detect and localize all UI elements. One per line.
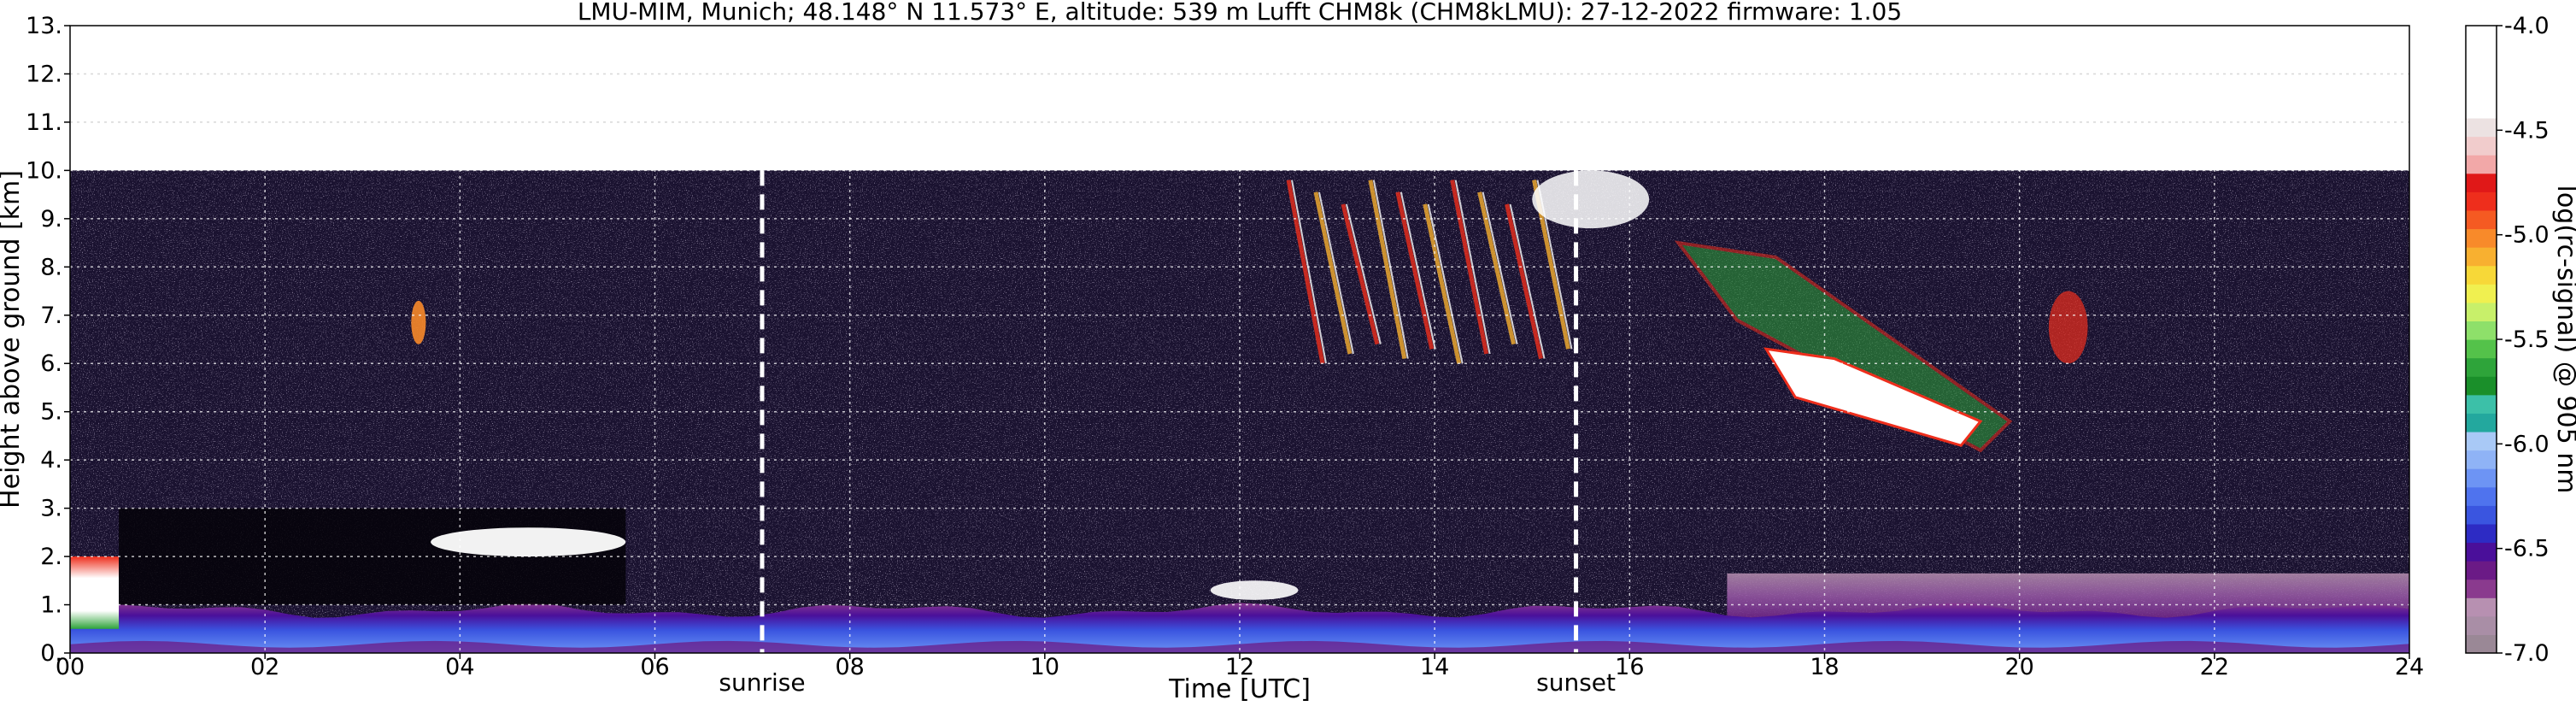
colorbar-segment: [2466, 561, 2497, 580]
y-tick-label: 10.: [26, 157, 62, 184]
early-low-cloud: [70, 556, 120, 629]
midday-cloud-layer: [1210, 580, 1299, 600]
colorbar-segment: [2466, 450, 2497, 469]
y-tick-label: 8.: [40, 254, 62, 280]
colorbar-tick-label: -6.0: [2504, 431, 2550, 457]
dense-cloud-core: [1763, 347, 1983, 447]
y-tick-label: 1.: [40, 592, 62, 619]
colorbar-segment: [2466, 302, 2497, 322]
x-axis: sunrise sunset 00 02 04 06 08 10 12 14 16 18 20 22 24: [56, 653, 2424, 697]
colorbar-segment: [2466, 523, 2497, 544]
y-tick-label: 11.: [26, 109, 62, 136]
colorbar-tick-label: -5.5: [2504, 327, 2550, 353]
y-tick-label: 7.: [40, 303, 62, 329]
colorbar-tick-label: -4.0: [2504, 13, 2550, 39]
colorbar-segment: [2466, 155, 2497, 174]
colorbar-segment: [2466, 486, 2497, 506]
small-cloud: [411, 300, 426, 344]
colorbar-segment: [2466, 634, 2497, 654]
colorbar-segment: [2466, 339, 2497, 359]
colorbar-segment: [2466, 394, 2497, 414]
colorbar-segment: [2466, 265, 2497, 285]
x-tick-label: 00: [56, 654, 85, 680]
sun-event-markers: [760, 170, 1579, 653]
colorbar-segment: [2466, 468, 2497, 488]
x-tick-label: 08: [835, 654, 864, 680]
colorbar-segment: [2466, 413, 2497, 432]
colorbar-segment: [2466, 99, 2497, 119]
x-tick-label: 04: [445, 654, 474, 680]
colorbar-tick-label: -5.0: [2504, 222, 2550, 249]
y-tick-label: 2.: [40, 544, 62, 570]
x-tick-label: 18: [1810, 654, 1839, 680]
colorbar-segment: [2466, 228, 2497, 248]
colorbar-segment: [2466, 542, 2497, 562]
colorbar-segment: [2466, 247, 2497, 267]
colorbar-segment: [2466, 357, 2497, 377]
colorbar-segment: [2466, 80, 2497, 100]
x-tick-label: 02: [250, 654, 279, 680]
x-tick-label: 14: [1420, 654, 1449, 680]
x-tick-label: 12: [1225, 654, 1254, 680]
colorbar-tick-label: -6.5: [2504, 536, 2550, 562]
colorbar-segment: [2466, 44, 2497, 63]
colorbar-segment: [2466, 191, 2497, 211]
y-tick-label: 9.: [40, 206, 62, 232]
x-tick-label: 16: [1615, 654, 1644, 680]
colorbar-segment: [2466, 597, 2497, 617]
colorbar-segment: [2466, 209, 2497, 230]
y-axis: 0. 1. 2. 3. 4. 5. 6. 7. 8. 9. 10. 11. 12. 13.: [26, 13, 70, 667]
colorbar-segment: [2466, 173, 2497, 192]
x-tick-label: 06: [640, 654, 669, 680]
chart-title-text: LMU-MIM, Munich; 48.148° N 11.573° E, al…: [578, 0, 1902, 26]
y-tick-label: 13.: [26, 13, 62, 39]
grid-lines: [70, 26, 2409, 653]
colorbar-segment: [2466, 284, 2497, 303]
plot-area: [69, 25, 2410, 654]
sunrise-label: sunrise: [719, 668, 805, 697]
y-tick-label: 5.: [40, 399, 62, 426]
y-tick-label: 6.: [40, 350, 62, 377]
colorbar-segment: [2466, 431, 2497, 451]
morning-cloud-layer: [431, 527, 626, 557]
colorbar-segment: [2466, 117, 2497, 138]
chart-title: LMU-MIM, Munich; 48.148° N 11.573° E, al…: [578, 0, 1902, 26]
colorbar-segment: [2466, 376, 2497, 396]
sunset-label: sunset: [1536, 668, 1616, 697]
y-axis-title: Height above ground [km]: [0, 170, 26, 509]
colorbar-segment: [2466, 615, 2497, 636]
colorbar-tick-label: -4.5: [2504, 117, 2550, 144]
colorbar-tick-label: -7.0: [2504, 640, 2550, 667]
y-tick-label: 12.: [26, 61, 62, 87]
colorbar-segment: [2466, 136, 2497, 156]
y-tick-label: 4.: [40, 447, 62, 474]
x-tick-label: 22: [2200, 654, 2229, 680]
colorbar-title: log(rc-signal) @ 905 nm: [2551, 185, 2576, 494]
colorbar-segment: [2466, 505, 2497, 525]
colorbar-segment: [2466, 26, 2497, 45]
colorbar-segment: [2466, 321, 2497, 340]
x-axis-title: Time [UTC]: [1168, 674, 1311, 704]
y-tick-label: 3.: [40, 496, 62, 522]
x-tick-label: 24: [2395, 654, 2424, 680]
x-tick-label: 10: [1030, 654, 1059, 680]
colorbar: -4.0 -4.5 -5.0 -5.5 -6.0 -6.5 -7.0: [2465, 13, 2550, 667]
x-tick-label: 20: [2004, 654, 2033, 680]
cirrus-top: [1532, 170, 1650, 229]
y-tick-label: 0.: [40, 640, 62, 667]
isolated-cirrus: [2048, 291, 2088, 364]
colorbar-segment: [2466, 62, 2497, 82]
colorbar-segment: [2466, 579, 2497, 598]
